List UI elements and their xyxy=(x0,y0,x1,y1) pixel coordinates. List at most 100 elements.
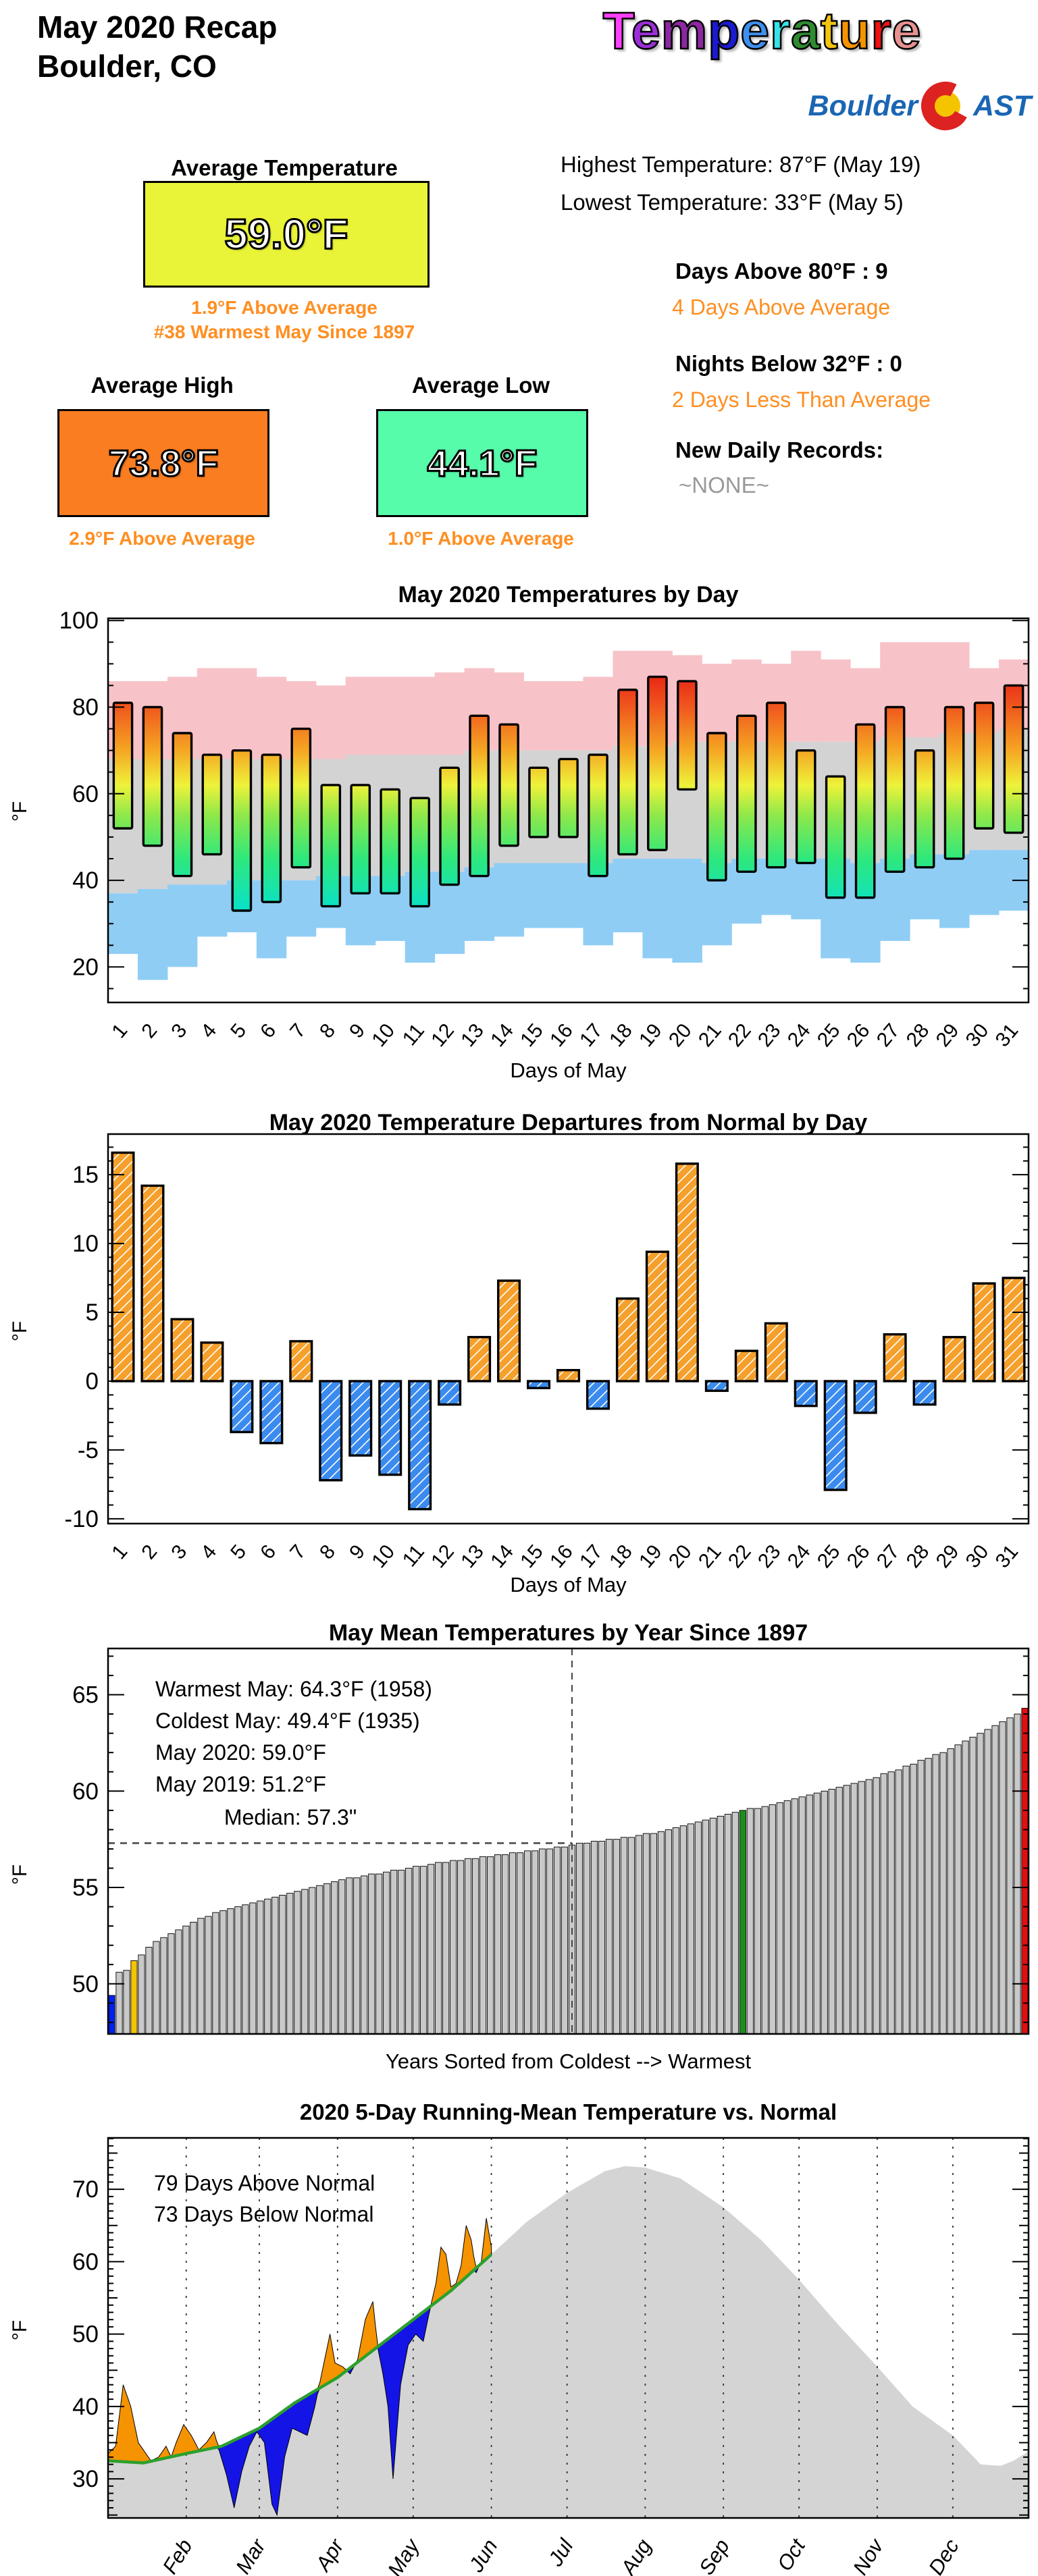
svg-text:25: 25 xyxy=(813,1540,845,1572)
svg-text:29: 29 xyxy=(932,1019,964,1051)
svg-text:13: 13 xyxy=(457,1019,488,1051)
svg-text:Feb: Feb xyxy=(158,2535,197,2576)
svg-text:24: 24 xyxy=(783,1019,815,1051)
svg-text:55: 55 xyxy=(72,1875,99,1901)
highest-temp-text: Highest Temperature: 87°F (May 19) xyxy=(561,152,921,177)
avg-low-label: Average Low xyxy=(411,373,550,398)
svg-text:3: 3 xyxy=(167,1019,191,1042)
logo-letter: e xyxy=(891,1,922,61)
svg-text:23: 23 xyxy=(754,1019,785,1051)
svg-text:16: 16 xyxy=(546,1540,577,1572)
chart-departures: -10 -5 0 5 10 15 1 2 3 4 5 6 7 8 9 10 11 12 13 14 15 16 17 18 19… xyxy=(0,1094,1038,1620)
svg-text:8: 8 xyxy=(315,1019,340,1042)
svg-text:20: 20 xyxy=(72,954,99,980)
svg-text:14: 14 xyxy=(486,1540,518,1572)
svg-text:Jul: Jul xyxy=(543,2534,578,2571)
days-above-label: Days Above 80°F : 9 xyxy=(675,259,888,284)
chart4-title: 2020 5-Day Running-Mean Temperature vs. … xyxy=(299,2099,837,2124)
days-above-note: 4 Days Above Average xyxy=(672,295,891,319)
svg-text:5: 5 xyxy=(226,1540,251,1563)
svg-text:6: 6 xyxy=(256,1019,280,1042)
svg-text:23: 23 xyxy=(754,1540,785,1572)
svg-text:22: 22 xyxy=(724,1540,756,1572)
chart-running-mean: 79 Days Above Normal 73 Days Below Normal… xyxy=(0,2093,1038,2576)
svg-text:25: 25 xyxy=(813,1019,845,1051)
svg-text:13: 13 xyxy=(457,1540,488,1572)
records-label: New Daily Records: xyxy=(675,437,884,462)
svg-text:Nov: Nov xyxy=(848,2534,889,2576)
svg-text:4: 4 xyxy=(197,1540,221,1563)
chart2-xlabel: Days of May xyxy=(510,1573,627,1596)
svg-text:12: 12 xyxy=(427,1540,459,1572)
logo-letter: t xyxy=(820,1,839,61)
avg-low-box: 44.1°F xyxy=(376,409,588,517)
svg-text:Jun: Jun xyxy=(464,2535,502,2576)
svg-text:27: 27 xyxy=(873,1540,904,1572)
svg-text:Coldest May: 49.4°F (1935): Coldest May: 49.4°F (1935) xyxy=(155,1709,420,1733)
chart3-title: May Mean Temperatures by Year Since 1897 xyxy=(328,1620,808,1646)
svg-text:26: 26 xyxy=(843,1019,875,1051)
svg-text:40: 40 xyxy=(72,2394,99,2420)
svg-text:17: 17 xyxy=(575,1540,607,1572)
chart1-title: May 2020 Temperatures by Day xyxy=(398,582,739,608)
svg-text:60: 60 xyxy=(72,781,99,807)
logo-letter: a xyxy=(790,1,821,61)
svg-text:11: 11 xyxy=(398,1540,429,1571)
svg-text:60: 60 xyxy=(72,1778,99,1804)
logo-letter: r xyxy=(870,1,892,61)
svg-text:8: 8 xyxy=(315,1540,340,1563)
lowest-temp-text: Lowest Temperature: 33°F (May 5) xyxy=(561,190,904,215)
svg-text:73 Days Below Normal: 73 Days Below Normal xyxy=(154,2202,373,2226)
avg-high-note: 2.9°F Above Average xyxy=(69,528,255,549)
chart4-ylabel: °F xyxy=(9,2319,31,2341)
avg-temp-note2: #38 Warmest May Since 1897 xyxy=(153,321,415,342)
svg-text:50: 50 xyxy=(72,2322,99,2348)
svg-text:19: 19 xyxy=(635,1019,667,1051)
avg-temp-note1: 1.9°F Above Average xyxy=(191,297,378,318)
svg-text:24: 24 xyxy=(783,1540,815,1572)
svg-text:22: 22 xyxy=(724,1019,756,1051)
svg-text:15: 15 xyxy=(516,1019,548,1051)
svg-text:17: 17 xyxy=(575,1019,607,1051)
svg-text:5: 5 xyxy=(226,1019,251,1042)
avg-high-box: 73.8°F xyxy=(57,409,269,517)
svg-text:Sep: Sep xyxy=(694,2535,734,2576)
chart-means-by-year: Warmest May: 64.3°F (1958) Coldest May: 4… xyxy=(0,1617,1038,2096)
svg-text:31: 31 xyxy=(991,1540,1023,1572)
logo-letter: T xyxy=(602,1,631,61)
logo-letter: e xyxy=(631,1,661,61)
svg-text:20: 20 xyxy=(665,1540,696,1572)
svg-text:1: 1 xyxy=(107,1540,132,1563)
chart-daily-temperatures: 20 40 60 80 100 1 2 3 4 5 6 7 8 9 10 11 12 13 14 15 16 17 18 19… xyxy=(0,567,1038,1097)
svg-text:100: 100 xyxy=(59,608,99,634)
logo-letter: p xyxy=(707,1,741,61)
nights-below-label: Nights Below 32°F : 0 xyxy=(675,351,902,376)
svg-text:7: 7 xyxy=(286,1540,310,1563)
avg-low-note: 1.0°F Above Average xyxy=(388,528,574,549)
logo-letter: r xyxy=(769,1,792,61)
chart1-ylabel: °F xyxy=(9,801,31,822)
brand-suffix: AST xyxy=(973,89,1031,122)
svg-text:Dec: Dec xyxy=(924,2535,964,2576)
records-value: ~NONE~ xyxy=(679,473,769,498)
svg-text:18: 18 xyxy=(605,1540,637,1572)
svg-text:70: 70 xyxy=(72,2176,99,2203)
avg-temp-box: 59.0°F xyxy=(143,181,430,288)
svg-text:16: 16 xyxy=(546,1019,577,1051)
avg-high-value: 73.8°F xyxy=(107,441,219,485)
svg-text:31: 31 xyxy=(991,1019,1023,1051)
svg-text:79 Days Above Normal: 79 Days Above Normal xyxy=(154,2171,375,2195)
chart2-ylabel: °F xyxy=(9,1320,31,1342)
svg-text:5: 5 xyxy=(86,1299,99,1326)
avg-temp-label: Average Temperature xyxy=(171,155,398,180)
svg-text:9: 9 xyxy=(345,1540,369,1563)
svg-text:30: 30 xyxy=(72,2466,99,2492)
svg-text:29: 29 xyxy=(932,1540,964,1572)
chart1-xlabel: Days of May xyxy=(510,1058,627,1082)
avg-high-label: Average High xyxy=(90,373,234,398)
page-title-line1: May 2020 Recap xyxy=(37,9,278,45)
svg-text:10: 10 xyxy=(367,1540,399,1572)
svg-text:20: 20 xyxy=(665,1019,696,1051)
svg-text:6: 6 xyxy=(256,1540,280,1563)
